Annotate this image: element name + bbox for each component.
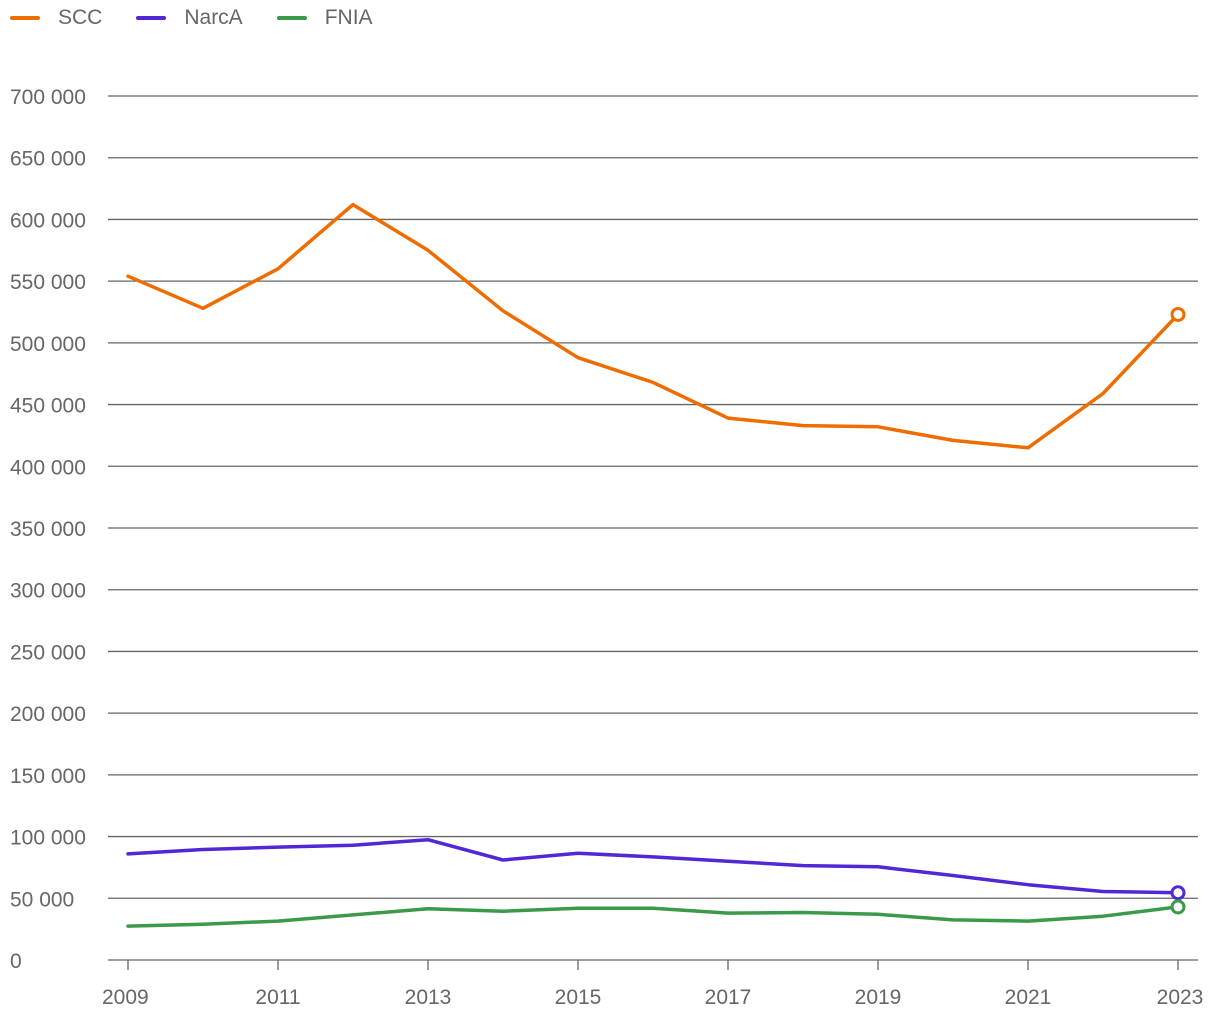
legend-swatch-narca — [136, 16, 167, 20]
y-tick-label: 450 000 — [10, 395, 86, 418]
y-tick-label: 500 000 — [10, 333, 86, 356]
y-tick-label: 200 000 — [10, 703, 86, 726]
x-tick-label: 2009 — [102, 986, 149, 1009]
y-tick-label: 400 000 — [10, 456, 86, 479]
x-tick-label: 2013 — [405, 986, 452, 1009]
x-tick-label: 2023 — [1157, 986, 1204, 1009]
legend-item-narca[interactable]: NarcA — [136, 6, 243, 30]
x-tick-label: 2017 — [705, 986, 752, 1009]
x-tick-label: 2011 — [255, 986, 300, 1009]
series-lines — [126, 202, 1186, 928]
y-tick-label: 700 000 — [10, 86, 86, 109]
y-tick-label: 300 000 — [10, 580, 86, 603]
x-tick-label: 2019 — [855, 986, 902, 1009]
y-tick-label: 600 000 — [10, 209, 86, 232]
y-tick-label: 250 000 — [10, 641, 86, 664]
legend-item-scc[interactable]: SCC — [10, 6, 102, 30]
legend-swatch-scc — [10, 16, 40, 20]
y-axis: 0 50 000 100 000 150 000 200 000 250 000 300 0… — [10, 86, 86, 973]
y-tick-label: 50 000 — [10, 888, 74, 911]
gridlines — [108, 95, 1198, 961]
legend-label-narca: NarcA — [184, 6, 243, 29]
y-tick-label: 0 — [10, 950, 22, 973]
y-tick-label: 100 000 — [10, 827, 86, 850]
legend: SCC NarcA FNIA — [10, 4, 407, 32]
x-axis: 2009 2011 2013 2015 2017 2019 2021 2023 — [102, 960, 1203, 1009]
y-tick-label: 150 000 — [10, 765, 86, 788]
legend-label-fnia: FNIA — [324, 6, 373, 29]
y-tick-label: 350 000 — [10, 518, 86, 541]
end-marker-scc[interactable] — [1170, 306, 1186, 322]
y-tick-label: 650 000 — [10, 148, 86, 171]
legend-item-fnia[interactable]: FNIA — [276, 6, 373, 30]
legend-swatch-fnia — [276, 16, 307, 20]
y-tick-label: 550 000 — [10, 271, 86, 294]
x-tick-label: 2021 — [1005, 986, 1052, 1009]
x-tick-label: 2015 — [555, 986, 602, 1009]
series-line-narca[interactable] — [126, 837, 1180, 895]
end-marker-narca[interactable] — [1170, 885, 1186, 901]
series-line-scc[interactable] — [126, 202, 1180, 450]
series-line-fnia[interactable] — [126, 905, 1180, 928]
legend-label-scc: SCC — [58, 6, 103, 29]
end-marker-fnia[interactable] — [1170, 899, 1186, 915]
